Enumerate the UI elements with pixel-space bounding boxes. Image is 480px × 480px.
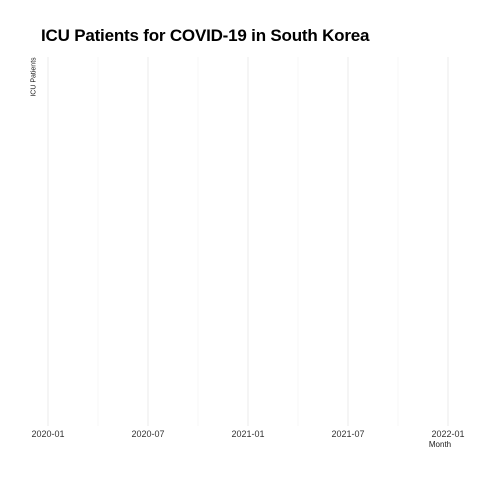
x-tick-label: 2020-07 [131, 429, 164, 439]
x-tick-label: 2021-01 [231, 429, 264, 439]
x-tick-label: 2020-01 [31, 429, 64, 439]
x-axis-ticks: 2020-01 2020-07 2021-01 2021-07 2022-01 [31, 429, 464, 439]
grid-lines [47, 57, 449, 426]
x-tick-label: 2021-07 [331, 429, 364, 439]
chart-title: ICU Patients for COVID-19 in South Korea [41, 26, 370, 45]
x-tick-label: 2022-01 [431, 429, 464, 439]
x-axis-label: Month [428, 440, 452, 449]
